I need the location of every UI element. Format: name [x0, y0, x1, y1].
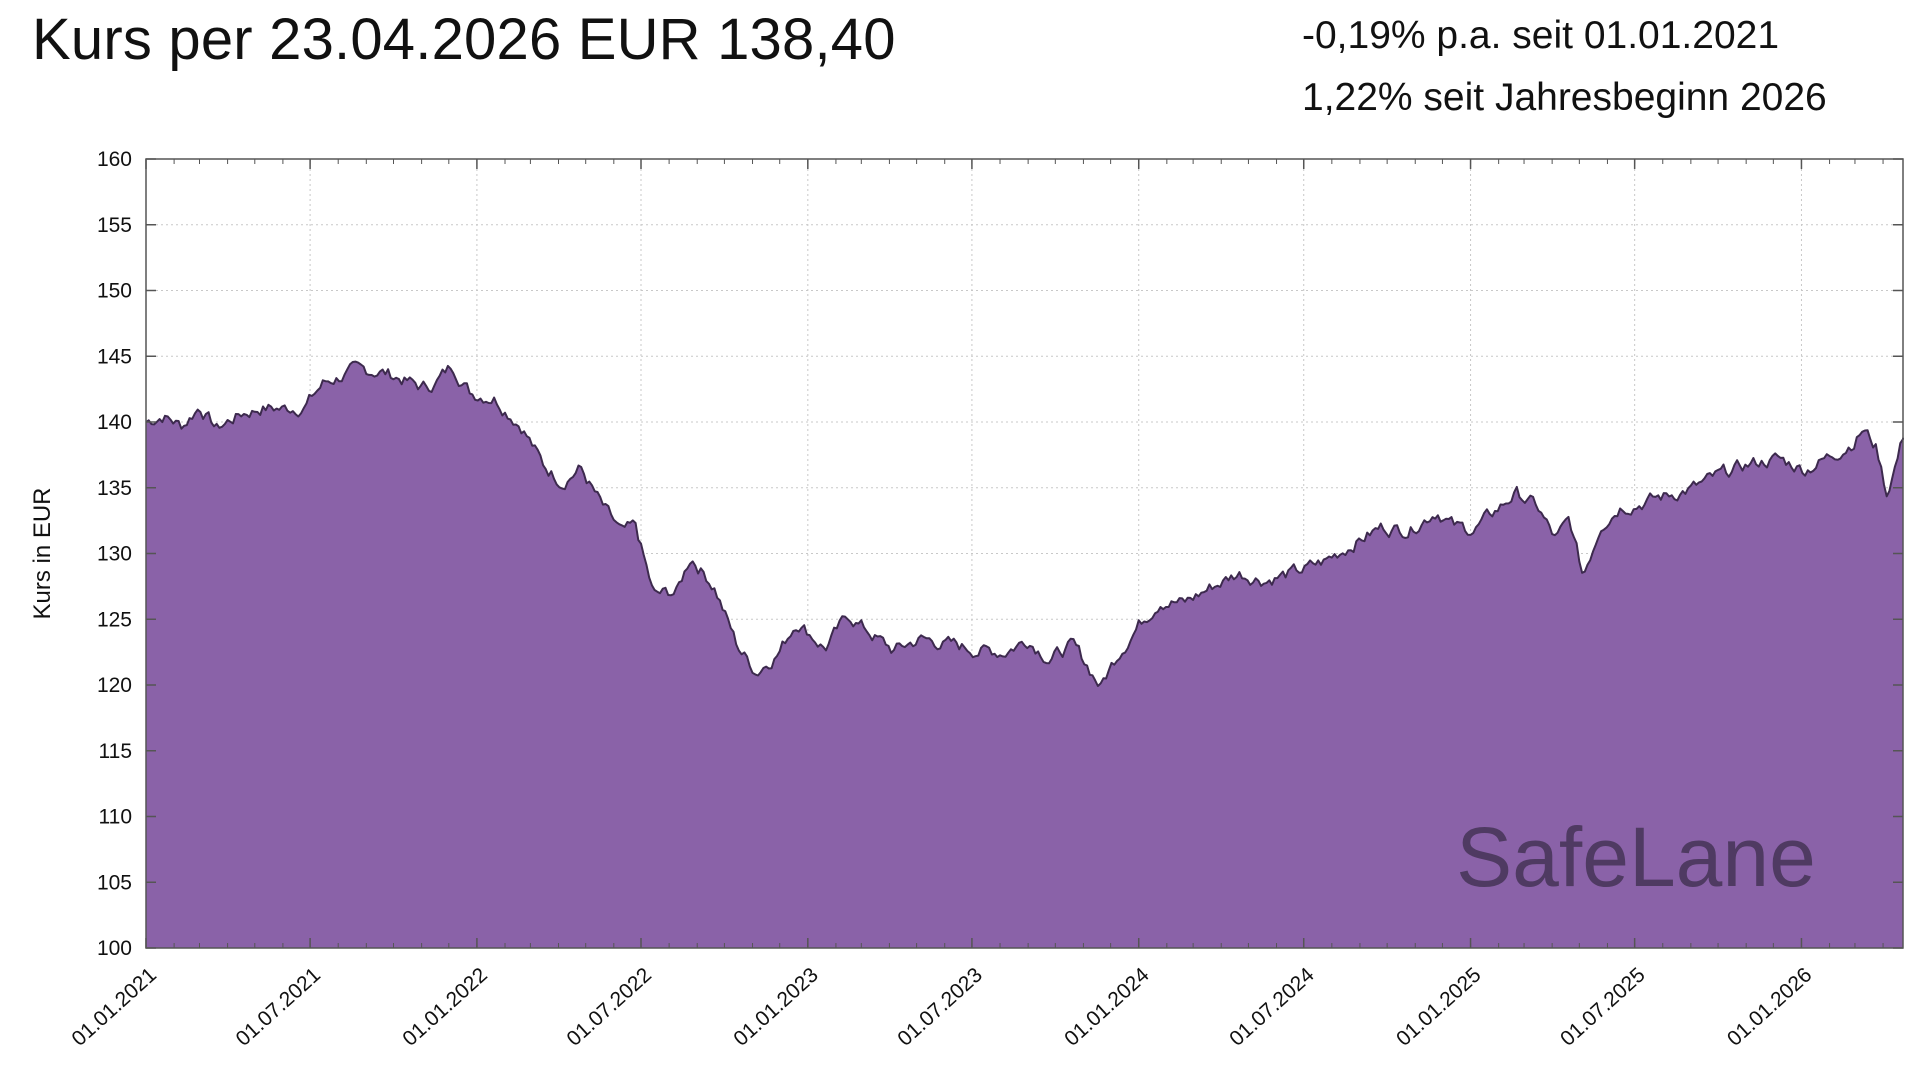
y-tick-label: 145: [97, 345, 132, 368]
stat-ytd-return: 1,22% seit Jahresbeginn 2026: [1302, 76, 1827, 119]
y-tick-label: 110: [99, 806, 132, 829]
y-tick-label: 115: [99, 740, 132, 763]
y-tick-label: 105: [97, 871, 132, 894]
y-tick-label: 125: [97, 608, 132, 631]
x-tick-labels: 01.01.2021 01.07.2021 01.01.2022 01.07.2022…: [67, 963, 1816, 1051]
chart-title: Kurs per 23.04.2026 EUR 138,40: [32, 7, 896, 72]
y-tick-labels: 100 105 110 115 120 125 130 135 140 145 150 155 160: [97, 148, 132, 960]
area-series: [145, 360, 1904, 949]
price-line: [145, 360, 1904, 687]
x-tick-label: 01.01.2021: [67, 963, 161, 1050]
watermark-logo: SafeLane: [1456, 810, 1816, 904]
y-tick-label: 160: [97, 148, 132, 171]
y-tick-label: 140: [97, 411, 132, 434]
y-axis-label: Kurs in EUR: [29, 487, 56, 619]
stat-annualized-return: -0,19% p.a. seit 01.01.2021: [1302, 14, 1780, 57]
x-tick-label: 01.01.2026: [1723, 963, 1817, 1050]
x-tick-label: 01.01.2024: [1060, 963, 1154, 1051]
axis-ticks: [145, 158, 1903, 949]
x-tick-label: 01.01.2022: [398, 963, 492, 1050]
y-tick-label: 155: [97, 214, 132, 237]
y-tick-label: 135: [97, 477, 132, 500]
x-tick-label: 01.07.2023: [893, 963, 987, 1050]
y-tick-label: 100: [97, 937, 132, 960]
y-tick-label: 150: [97, 280, 132, 303]
x-tick-label: 01.07.2025: [1556, 963, 1650, 1050]
x-tick-label: 01.01.2023: [729, 963, 823, 1050]
price-area: [146, 361, 1903, 949]
x-tick-label: 01.07.2021: [232, 963, 326, 1050]
x-tick-label: 01.07.2024: [1225, 963, 1319, 1051]
x-tick-label: 01.07.2022: [562, 963, 656, 1050]
y-tick-label: 130: [97, 543, 132, 566]
y-tick-label: 120: [97, 674, 132, 697]
x-tick-label: 01.01.2025: [1392, 963, 1486, 1050]
plot-frame: [145, 158, 1904, 949]
